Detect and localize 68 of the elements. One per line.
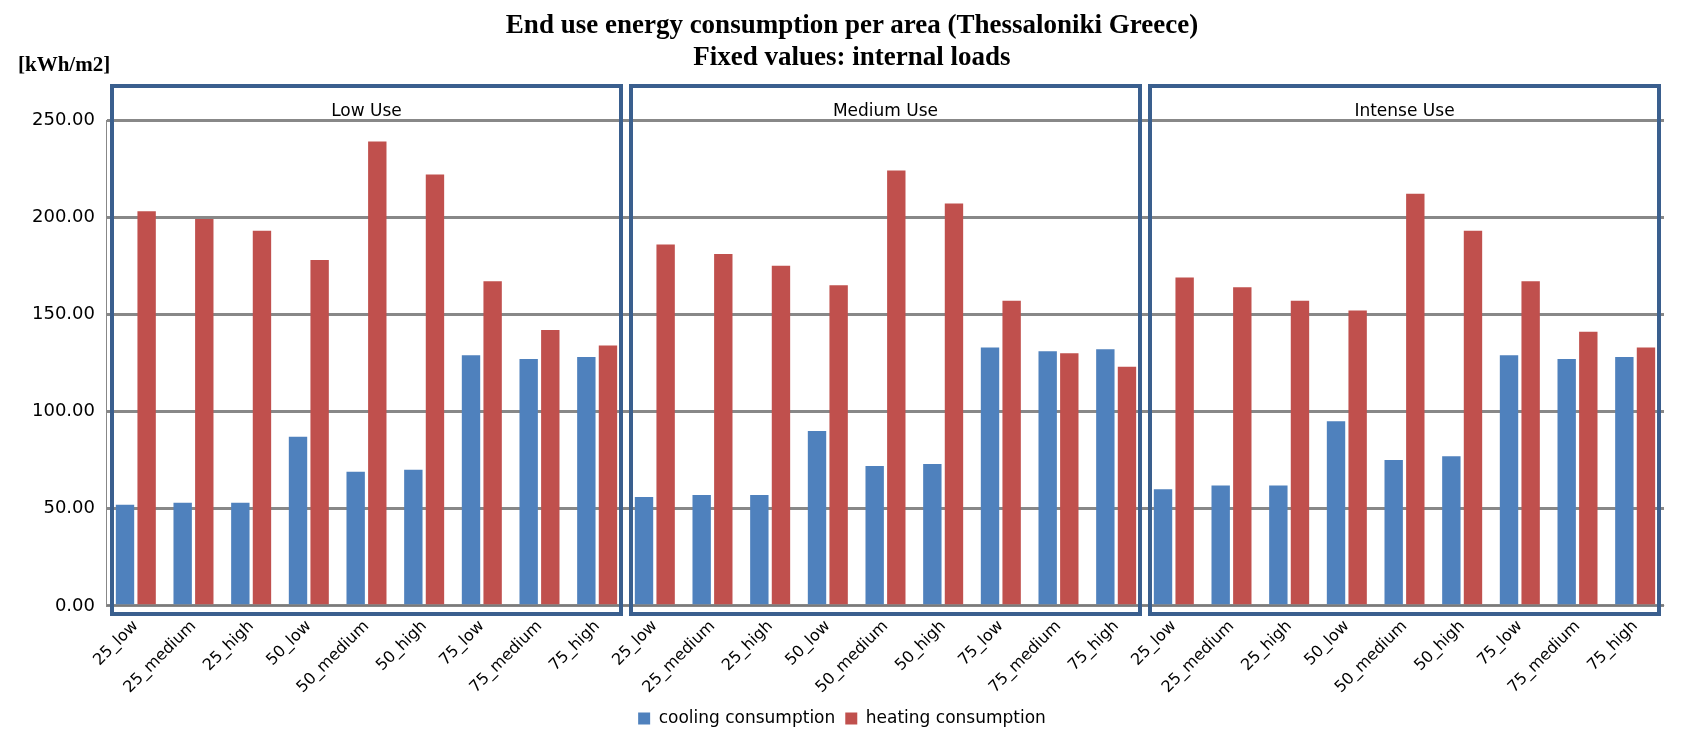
bar bbox=[923, 464, 942, 605]
y-tick-label: 250.00 bbox=[32, 107, 95, 129]
bar bbox=[634, 497, 654, 605]
bar bbox=[346, 471, 365, 605]
bar bbox=[807, 430, 827, 605]
bar bbox=[425, 174, 445, 605]
bar bbox=[1038, 351, 1057, 605]
bar bbox=[1348, 310, 1367, 605]
bar bbox=[137, 211, 156, 605]
bar bbox=[519, 359, 538, 605]
y-tick-label: 150.00 bbox=[32, 302, 95, 324]
bar bbox=[1233, 287, 1252, 605]
bar bbox=[1290, 300, 1310, 605]
bar bbox=[750, 495, 769, 605]
bar bbox=[865, 465, 884, 605]
bar bbox=[1060, 353, 1079, 605]
bar bbox=[1557, 359, 1576, 605]
bar bbox=[404, 469, 423, 605]
bar bbox=[195, 219, 214, 605]
bar bbox=[771, 265, 791, 605]
bar bbox=[1463, 230, 1483, 605]
bar bbox=[980, 347, 1000, 605]
bar bbox=[231, 502, 250, 605]
bar bbox=[1096, 349, 1115, 605]
y-axis-title: [kWh/m2] bbox=[18, 52, 111, 77]
bar bbox=[368, 141, 387, 605]
bar bbox=[1442, 456, 1461, 605]
bar bbox=[252, 230, 272, 605]
y-tick-label: 50.00 bbox=[43, 496, 95, 518]
bar bbox=[1326, 421, 1346, 605]
bar bbox=[483, 281, 502, 605]
chart-subtitle: Fixed values: internal loads bbox=[693, 41, 1011, 71]
bar bbox=[1211, 485, 1230, 605]
bar bbox=[1002, 300, 1021, 605]
bar bbox=[1615, 357, 1634, 605]
legend-label: heating consumption bbox=[865, 706, 1046, 727]
bar bbox=[1117, 366, 1137, 605]
bar bbox=[692, 495, 711, 605]
bar bbox=[1153, 489, 1173, 605]
y-tick-label: 0.00 bbox=[54, 593, 95, 615]
bar bbox=[1175, 277, 1194, 605]
bar bbox=[1406, 193, 1425, 605]
bar bbox=[288, 436, 308, 605]
bar bbox=[656, 244, 675, 605]
bar bbox=[1384, 460, 1403, 605]
bar bbox=[577, 357, 596, 605]
text: Medium Use bbox=[832, 100, 939, 121]
y-tick-label: 100.00 bbox=[32, 399, 95, 421]
y-tick-label: 200.00 bbox=[32, 204, 95, 226]
bar bbox=[887, 170, 906, 605]
bar bbox=[1499, 355, 1519, 605]
bar bbox=[310, 259, 329, 605]
bar bbox=[944, 203, 964, 605]
bar bbox=[541, 329, 560, 605]
bar bbox=[173, 502, 192, 605]
bar bbox=[1579, 331, 1598, 605]
bar bbox=[461, 355, 481, 605]
bar bbox=[714, 254, 733, 605]
bar bbox=[115, 504, 135, 605]
bar bbox=[1636, 347, 1656, 605]
bar bbox=[829, 285, 848, 605]
legend-label: cooling consumption bbox=[658, 706, 836, 727]
bar bbox=[1269, 485, 1288, 605]
chart-title: End use energy consumption per area (Thessaloniki Greece) bbox=[504, 8, 1200, 40]
text: Low Use bbox=[331, 100, 402, 121]
text: Intense Use bbox=[1354, 100, 1455, 121]
bar bbox=[598, 345, 618, 605]
bar bbox=[1521, 281, 1540, 605]
